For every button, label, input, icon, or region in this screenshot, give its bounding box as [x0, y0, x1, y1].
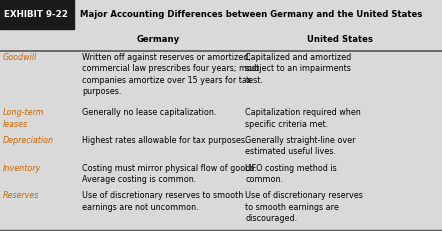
Text: Depreciation: Depreciation	[3, 136, 54, 145]
Text: United States: United States	[307, 35, 373, 44]
Text: LIFO costing method is
common.: LIFO costing method is common.	[245, 164, 337, 184]
Text: Written off against reserves or amortized;
commercial law prescribes four years;: Written off against reserves or amortize…	[82, 53, 259, 96]
Text: EXHIBIT 9-22: EXHIBIT 9-22	[4, 10, 68, 19]
Text: Use of discretionary reserves to smooth
earnings are not uncommon.: Use of discretionary reserves to smooth …	[82, 191, 243, 212]
Text: Use of discretionary reserves
to smooth earnings are
discouraged.: Use of discretionary reserves to smooth …	[245, 191, 363, 223]
Text: Costing must mirror physical flow of goods.
Average costing is common.: Costing must mirror physical flow of goo…	[82, 164, 257, 184]
Text: Highest rates allowable for tax purposes.: Highest rates allowable for tax purposes…	[82, 136, 247, 145]
Text: Capitalized and amortized
subject to an impairments
test.: Capitalized and amortized subject to an …	[245, 53, 351, 85]
Text: Generally straight-line over
estimated useful lives.: Generally straight-line over estimated u…	[245, 136, 356, 156]
Text: Inventory: Inventory	[3, 164, 42, 173]
Text: Reserves: Reserves	[3, 191, 39, 200]
Text: Capitalization required when
specific criteria met.: Capitalization required when specific cr…	[245, 108, 361, 129]
Bar	[0, 0, 74, 29]
Text: Goodwill: Goodwill	[3, 53, 38, 62]
Text: Long-term
leases: Long-term leases	[3, 108, 45, 129]
Text: Germany: Germany	[137, 35, 179, 44]
Text: Generally no lease capitalization.: Generally no lease capitalization.	[82, 108, 216, 117]
Text: Major Accounting Differences between Germany and the United States: Major Accounting Differences between Ger…	[80, 10, 422, 19]
